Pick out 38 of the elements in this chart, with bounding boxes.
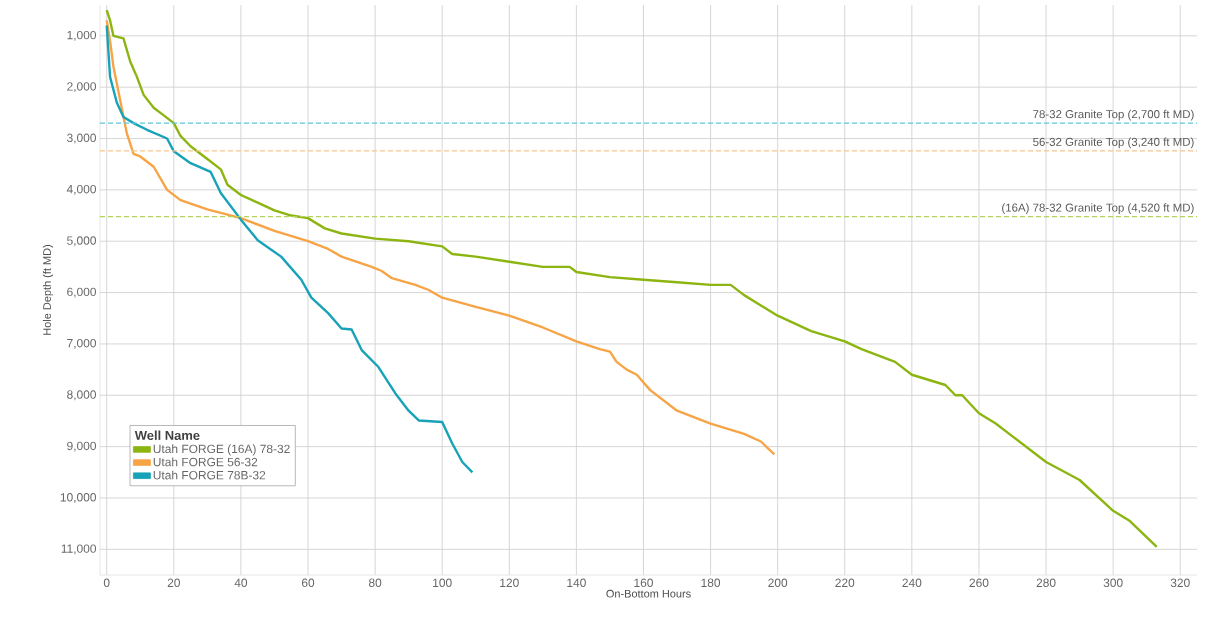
x-tick-label: 320	[1170, 578, 1190, 587]
y-tick-label: 6,000	[67, 287, 97, 298]
y-tick-label: 11,000	[61, 544, 97, 555]
ref-line-label: 56-32 Granite Top (3,240 ft MD)	[1033, 137, 1194, 149]
x-tick-label: 160	[634, 578, 653, 587]
y-tick-label: 7,000	[67, 338, 97, 349]
ref-line-label: 78-32 Granite Top (2,700 ft MD)	[1033, 109, 1194, 121]
line-series	[105, 19, 776, 456]
legend-title: Well Name	[134, 430, 200, 440]
x-tick-label: 80	[368, 578, 382, 587]
y-tick-label: 1,000	[67, 30, 97, 41]
legend-label: Utah FORGE 56-32	[153, 457, 258, 467]
x-tick-label: 20	[167, 578, 180, 587]
y-tick-label: 8,000	[67, 390, 97, 401]
x-tick-label: 300	[1103, 578, 1123, 587]
x-tick-label: 200	[768, 578, 788, 587]
y-tick-label: 10,000	[60, 493, 97, 503]
legend-label: Utah FORGE (16A) 78-32	[153, 444, 290, 456]
x-axis-title: On-Bottom Hours	[606, 589, 691, 598]
y-tick-label: 9,000	[67, 441, 97, 452]
x-tick-label: 280	[1036, 578, 1056, 587]
x-tick-label: 260	[969, 578, 989, 587]
x-tick-label: 120	[500, 578, 519, 587]
y-tick-label: 5,000	[67, 236, 97, 247]
x-tick-label: 240	[902, 578, 922, 587]
y-tick-label: 3,000	[67, 133, 97, 144]
y-tick-label: 4,000	[66, 184, 97, 195]
x-tick-label: 140	[567, 578, 586, 587]
x-tick-label: 40	[234, 578, 248, 587]
y-axis-title: Hole Depth (ft MD)	[42, 245, 54, 335]
y-tick-label: 2,000	[67, 82, 97, 93]
x-tick-label: 220	[835, 578, 855, 587]
x-tick-label: 60	[301, 578, 315, 587]
ref-line-label: (16A) 78-32 Granite Top (4,520 ft MD)	[1002, 203, 1194, 214]
x-tick-label: 100	[433, 578, 452, 587]
x-tick-label: 0	[103, 578, 110, 587]
x-tick-label: 180	[701, 578, 721, 587]
legend-label: Utah FORGE 78B-32	[153, 470, 266, 480]
